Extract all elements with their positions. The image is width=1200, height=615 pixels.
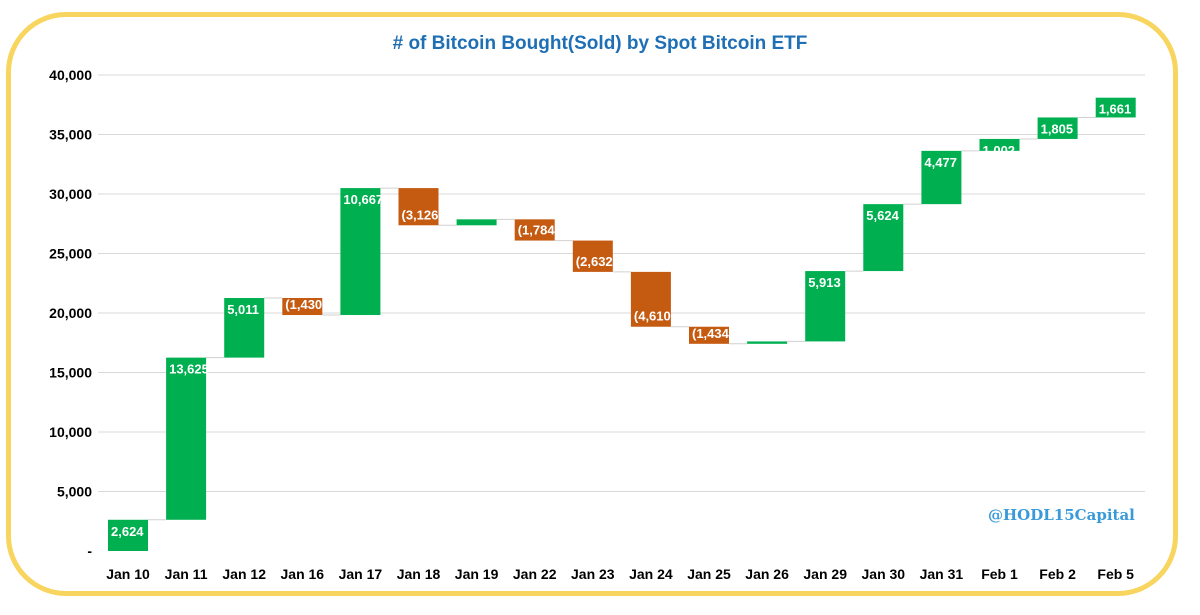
x-tick-label: Jan 10 [106, 566, 150, 582]
y-tick-label: 25,000 [49, 246, 92, 262]
watermark: @HODL15Capital [988, 506, 1135, 524]
y-tick-label: 10,000 [49, 424, 92, 440]
bar [282, 298, 323, 316]
bar [224, 298, 265, 358]
x-tick-label: Jan 17 [339, 566, 383, 582]
bar [805, 271, 846, 342]
data-label: (1,434 [692, 326, 730, 341]
x-tick-label: Jan 31 [920, 566, 964, 582]
x-tick-label: Jan 11 [165, 566, 208, 582]
bar [630, 271, 671, 327]
bar [108, 519, 148, 551]
bar [514, 219, 555, 241]
x-tick-label: Jan 23 [571, 566, 615, 582]
x-tick-label: Jan 29 [803, 566, 847, 582]
bar [979, 138, 1020, 151]
bar [747, 341, 788, 344]
x-tick-label: Jan 25 [687, 566, 731, 582]
bar [456, 219, 497, 226]
x-tick-label: Jan 16 [281, 566, 325, 582]
data-label: 2,624 [111, 524, 144, 539]
data-label: 1,805 [1041, 121, 1074, 136]
data-label: (1,430 [285, 297, 322, 312]
x-tick-label: Feb 1 [981, 566, 1018, 582]
y-tick-label: 40,000 [49, 67, 92, 83]
x-tick-label: Jan 26 [745, 566, 789, 582]
bar [689, 326, 729, 344]
x-tick-label: Jan 30 [862, 566, 906, 582]
y-tick-label: - [87, 543, 92, 559]
bar [572, 240, 613, 272]
x-tick-label: Feb 5 [1097, 566, 1134, 582]
data-label: 1,002 [983, 143, 1016, 158]
y-tick-label: 15,000 [49, 365, 92, 381]
y-tick-label: 30,000 [49, 186, 92, 202]
chart-border [6, 12, 1178, 596]
bar [1095, 97, 1136, 118]
data-label: 4,477 [924, 155, 957, 170]
bar [166, 357, 207, 520]
y-tick-label: 20,000 [49, 305, 92, 321]
data-label: 5,011 [227, 302, 259, 317]
x-tick-label: Jan 18 [397, 566, 441, 582]
x-tick-label: Jan 19 [455, 566, 499, 582]
data-label: 13,625 [169, 362, 209, 377]
data-label: 10,667 [343, 192, 383, 207]
data-label: (2,632 [576, 254, 613, 269]
bar [863, 204, 904, 272]
bar [921, 150, 962, 205]
x-tick-label: Jan 24 [629, 566, 673, 582]
data-label: (4,610 [634, 309, 671, 324]
data-label: 5,624 [866, 208, 899, 223]
data-label: 1,661 [1099, 102, 1132, 117]
x-tick-label: Feb 2 [1039, 566, 1076, 582]
data-label: 5,913 [808, 275, 841, 290]
data-label: (3,126 [402, 207, 439, 222]
x-tick-label: Jan 22 [513, 566, 557, 582]
data-label: (1,784 [518, 223, 556, 238]
y-tick-label: 5,000 [57, 484, 92, 500]
bar [398, 188, 439, 226]
y-tick-label: 35,000 [49, 127, 92, 143]
bar [1037, 117, 1078, 139]
x-tick-label: Jan 12 [222, 566, 266, 582]
chart-title: # of Bitcoin Bought(Sold) by Spot Bitcoi… [392, 33, 808, 54]
bar [340, 188, 381, 316]
